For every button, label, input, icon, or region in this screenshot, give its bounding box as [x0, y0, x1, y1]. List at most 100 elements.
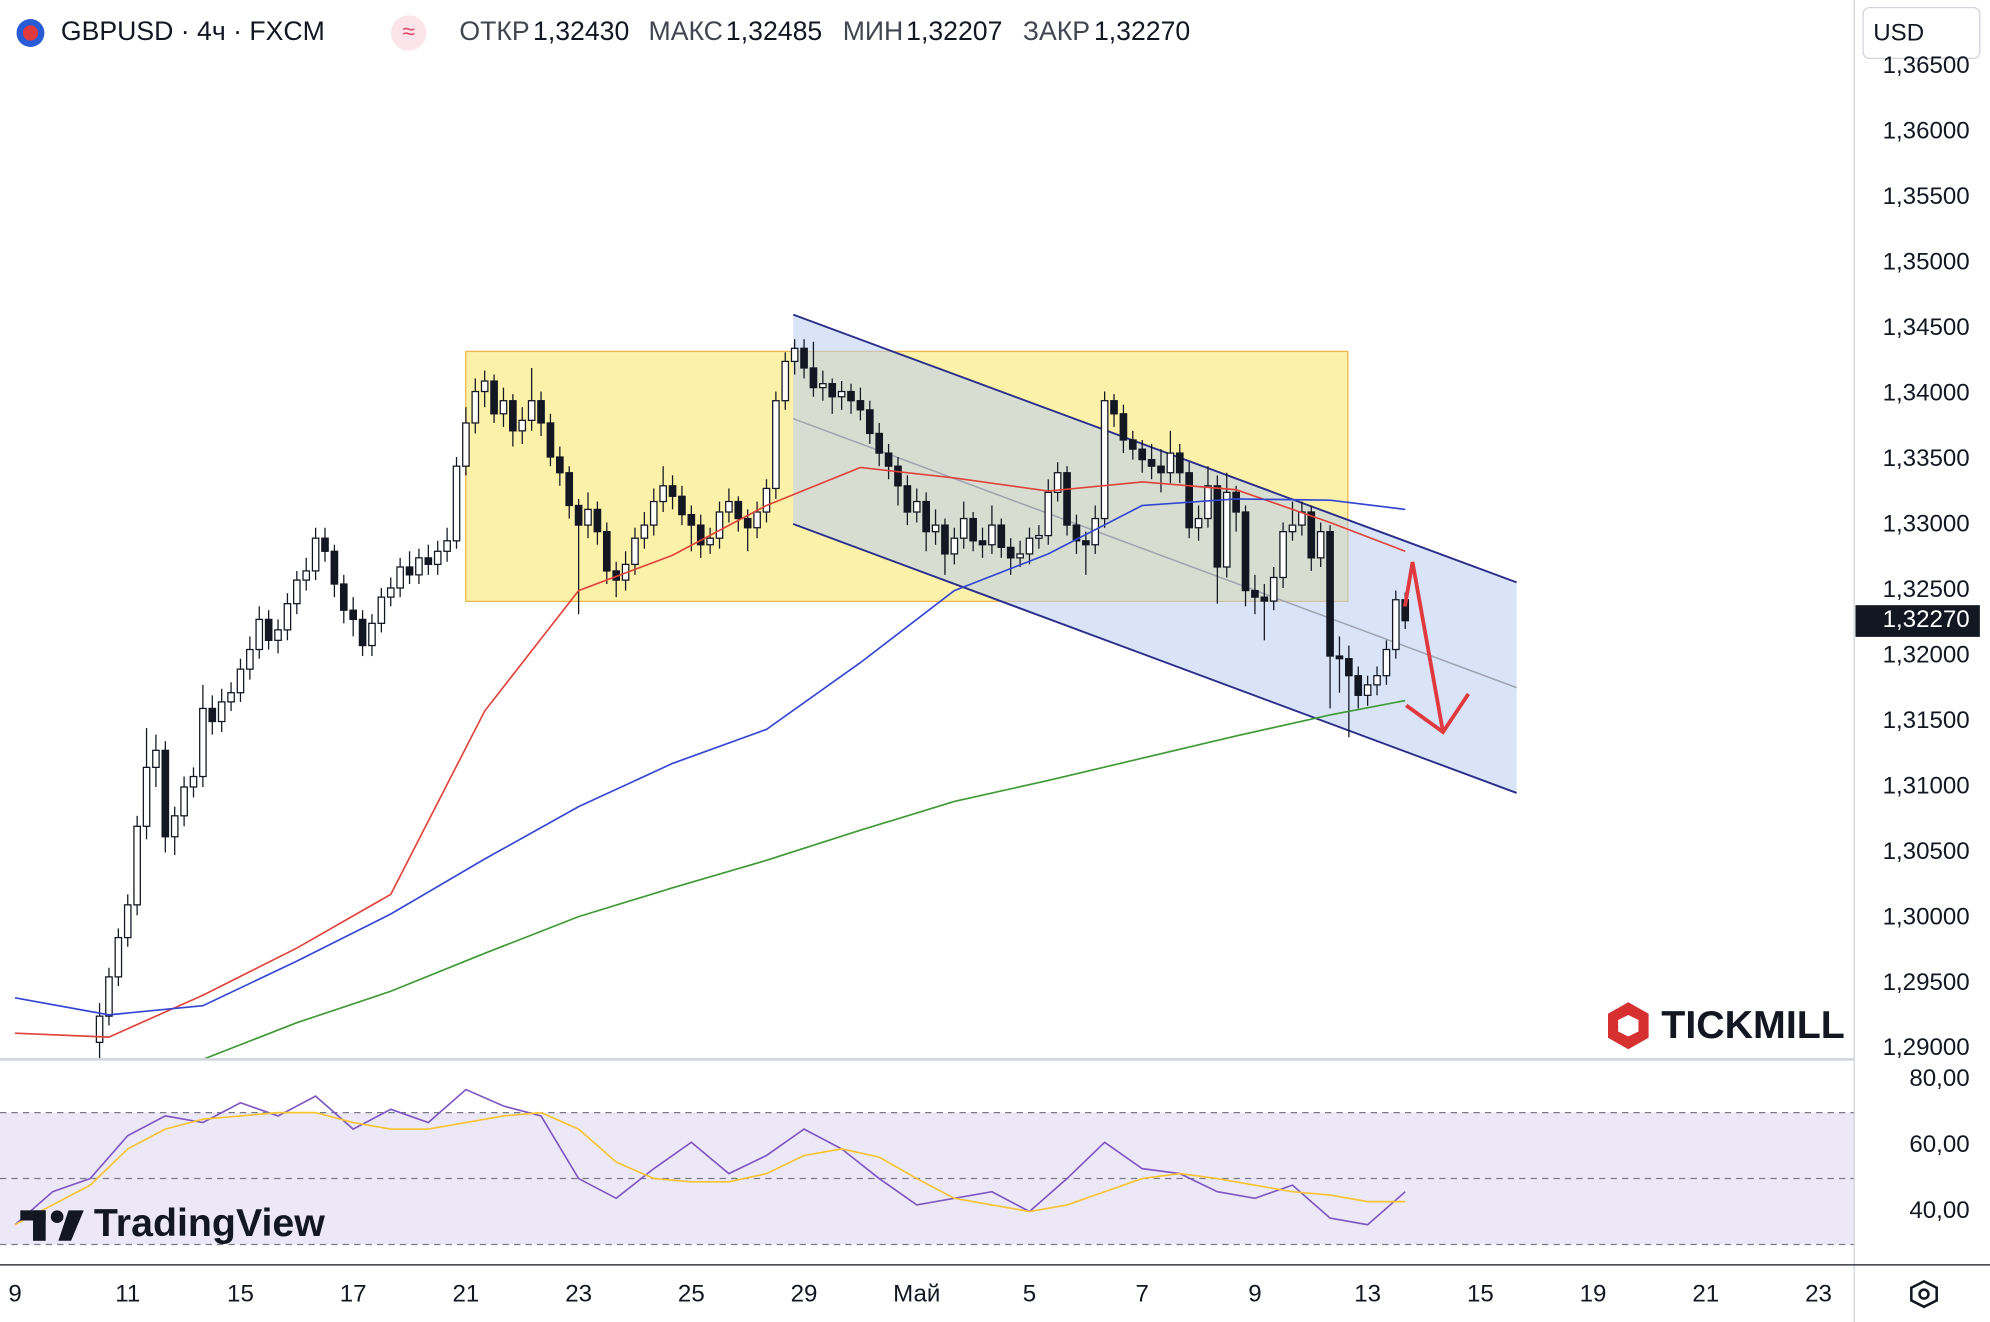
- indicator-badge-icon[interactable]: ≈: [402, 18, 415, 44]
- price-pane: [14, 339, 1410, 1060]
- candle-body: [790, 347, 799, 363]
- indicator-badge[interactable]: [390, 15, 427, 51]
- candle-body: [1082, 540, 1090, 546]
- candle-body: [1044, 491, 1053, 537]
- x-tick-label: 15: [227, 1281, 254, 1308]
- candle-body: [133, 825, 141, 906]
- candle-body: [1241, 511, 1250, 592]
- candle-body: [1166, 452, 1175, 474]
- candle-body: [800, 347, 808, 369]
- candle-body: [978, 540, 987, 546]
- candle-body: [574, 504, 583, 526]
- candle-body: [1316, 531, 1325, 559]
- candle-body: [781, 360, 790, 402]
- x-tick-label: 23: [1805, 1281, 1832, 1308]
- candle-body: [433, 550, 442, 566]
- candle-body: [527, 400, 536, 421]
- candle-body: [330, 550, 339, 585]
- x-tick-label: 9: [1248, 1281, 1261, 1308]
- channel-upper: [792, 313, 1517, 584]
- last-price-box: [1855, 605, 1980, 637]
- candle-body: [292, 579, 301, 605]
- candle-body: [809, 367, 818, 389]
- x-tick-label: 17: [340, 1281, 367, 1308]
- series-line: [14, 498, 1406, 1016]
- arrow-head: [1405, 692, 1470, 735]
- forecast-arrow: [1403, 561, 1445, 733]
- y-tick-label: 1,33000: [1883, 510, 1970, 537]
- candle-body: [706, 537, 714, 546]
- y-tick-label: 1,29000: [1883, 1034, 1970, 1061]
- candle-body: [772, 400, 780, 490]
- candle-body: [696, 524, 705, 546]
- candle-body: [1222, 491, 1231, 568]
- candle-body: [1382, 648, 1391, 677]
- candle-body: [988, 524, 996, 546]
- candle-body: [1157, 465, 1165, 474]
- candle-body: [1006, 546, 1015, 559]
- candle-body: [537, 400, 545, 424]
- candle-body: [903, 485, 912, 513]
- candle-body: [1288, 524, 1297, 533]
- candle-body: [1025, 537, 1034, 555]
- candle-body: [678, 495, 686, 516]
- candle-body: [1345, 658, 1353, 677]
- candle-body: [95, 1015, 104, 1043]
- candle-body: [1053, 472, 1062, 494]
- tv-icon: [50, 1210, 64, 1224]
- candle-body: [631, 537, 639, 566]
- series-line: [202, 699, 1406, 1060]
- y-tick-label: 1,35500: [1883, 183, 1970, 210]
- y-tick-label: 1,36000: [1883, 118, 1970, 145]
- tickmill-icon-inner: [1618, 1014, 1639, 1037]
- candle-body: [659, 485, 667, 503]
- candle-body: [396, 566, 404, 589]
- candle-body: [969, 517, 977, 542]
- candle-body: [170, 815, 179, 838]
- candle-body: [1194, 517, 1203, 529]
- x-tick-label: 11: [115, 1281, 140, 1308]
- candle-body: [819, 383, 827, 389]
- y-tick-label: 1,29500: [1883, 969, 1970, 996]
- x-tick-label: 7: [1135, 1281, 1148, 1308]
- candle-body: [1251, 589, 1259, 598]
- tradingview-text: TradingView: [94, 1201, 325, 1245]
- candle-body: [556, 456, 564, 474]
- candle-body: [349, 609, 358, 621]
- candle-body: [753, 511, 761, 529]
- candle-body: [1185, 472, 1193, 529]
- candle-body: [123, 904, 132, 939]
- y-tick-label: 1,34500: [1883, 314, 1970, 341]
- candle-body: [1269, 576, 1278, 602]
- candle-body: [1175, 452, 1184, 474]
- tickmill-logo: TICKMILL: [1607, 1002, 1845, 1050]
- settings-icon[interactable]: [1910, 1279, 1938, 1309]
- candle-body: [368, 622, 376, 647]
- y-tick-label: 1,36500: [1883, 52, 1970, 79]
- y-tick-label: 40,00: [1909, 1197, 1969, 1224]
- candle-body: [499, 400, 508, 415]
- candle-body: [1279, 531, 1287, 579]
- x-tick-label: 15: [1467, 1281, 1494, 1308]
- y-tick-label: 1,35000: [1883, 249, 1970, 276]
- candle-body: [105, 976, 113, 1017]
- ohlc-value: 1,32430: [533, 16, 629, 46]
- candle-body: [931, 524, 940, 533]
- candle-body: [189, 775, 198, 788]
- settings-icon-center[interactable]: [1918, 1288, 1930, 1300]
- currency[interactable]: USD: [1873, 20, 1924, 47]
- channel-lower: [792, 523, 1517, 794]
- candle-body: [856, 400, 865, 411]
- candle-body: [358, 618, 367, 647]
- candle-body: [546, 422, 555, 458]
- currency-button[interactable]: [1862, 6, 1981, 59]
- candle-body: [208, 707, 217, 723]
- symbol[interactable]: GBPUSD · 4ч · FXCM: [61, 16, 325, 46]
- candle-body: [142, 766, 151, 827]
- candle-body: [847, 390, 855, 402]
- x-tick-label: 21: [1692, 1281, 1719, 1308]
- candle-body: [734, 500, 743, 520]
- candle-body: [462, 422, 470, 467]
